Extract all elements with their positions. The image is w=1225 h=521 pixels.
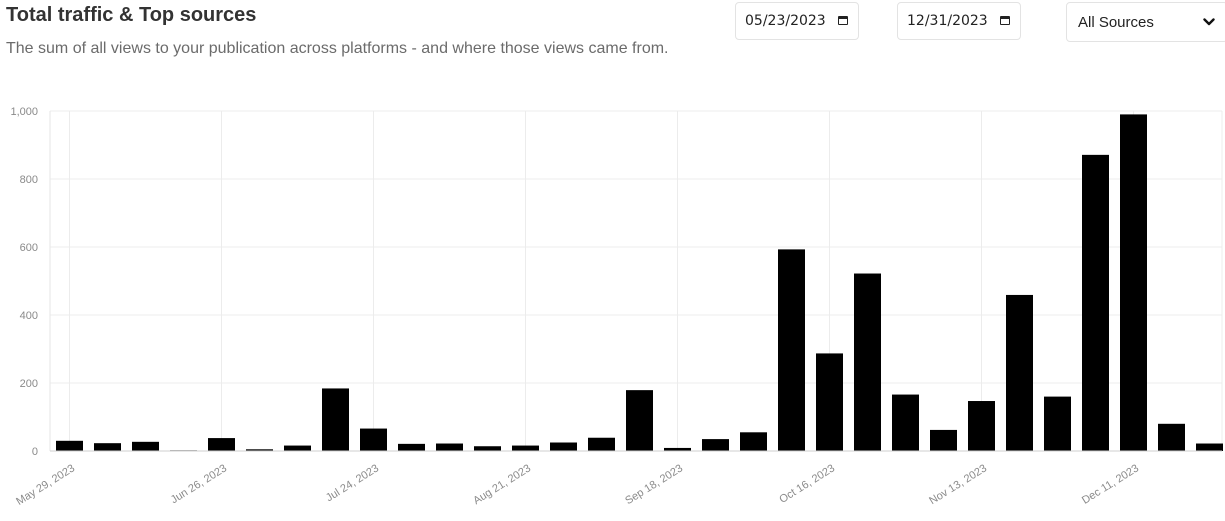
bar xyxy=(740,432,767,451)
y-tick-label: 400 xyxy=(20,310,38,322)
x-tick-label: Jul 24, 2023 xyxy=(324,462,381,504)
bar xyxy=(512,445,539,451)
bar xyxy=(1006,294,1033,451)
bar xyxy=(1082,154,1109,452)
end-date-value: 12/31/2023 xyxy=(907,13,988,29)
bar xyxy=(626,390,653,451)
bar xyxy=(284,445,311,451)
source-select-value: All Sources xyxy=(1078,13,1154,31)
source-select[interactable]: All Sources xyxy=(1066,2,1225,42)
bar xyxy=(474,446,501,451)
bar xyxy=(664,447,691,451)
bar xyxy=(132,441,159,451)
bar xyxy=(702,439,729,451)
y-tick-label: 200 xyxy=(20,378,38,390)
x-tick-label: May 29, 2023 xyxy=(14,462,77,507)
bar xyxy=(398,443,425,451)
bar xyxy=(1158,423,1185,451)
bar xyxy=(588,437,615,451)
bar xyxy=(94,443,121,451)
x-tick-label: Oct 16, 2023 xyxy=(777,462,837,506)
start-date-value: 05/23/2023 xyxy=(745,13,826,29)
end-date-input[interactable]: 12/31/2023 xyxy=(897,2,1021,40)
bar xyxy=(1120,114,1147,452)
y-tick-label: 800 xyxy=(20,174,38,186)
y-tick-label: 600 xyxy=(20,242,38,254)
chevron-down-icon xyxy=(1203,18,1215,26)
bar xyxy=(968,401,995,451)
x-tick-label: Dec 11, 2023 xyxy=(1080,462,1141,506)
x-tick-label: Jun 26, 2023 xyxy=(169,462,229,506)
bar xyxy=(1196,443,1223,451)
calendar-icon[interactable] xyxy=(1000,16,1010,25)
bar xyxy=(892,394,919,451)
bar xyxy=(816,353,843,451)
chart-subtitle: The sum of all views to your publication… xyxy=(6,40,669,57)
calendar-icon[interactable] xyxy=(838,16,848,25)
x-tick-label: Aug 21, 2023 xyxy=(471,462,533,507)
bar xyxy=(360,428,387,451)
y-tick-label: 1,000 xyxy=(10,106,38,118)
bar xyxy=(436,443,463,451)
bar xyxy=(56,440,83,451)
bar xyxy=(930,429,957,451)
chart-title: Total traffic & Top sources xyxy=(6,4,257,26)
bar xyxy=(246,449,273,451)
bar xyxy=(1044,396,1071,451)
y-tick-label: 0 xyxy=(32,446,38,458)
x-tick-label: Sep 18, 2023 xyxy=(623,462,685,507)
bar xyxy=(778,249,805,451)
bar xyxy=(550,442,577,451)
x-tick-label: Nov 13, 2023 xyxy=(927,462,989,507)
bar xyxy=(854,273,881,451)
start-date-input[interactable]: 05/23/2023 xyxy=(735,2,859,40)
bar xyxy=(208,438,235,451)
bar xyxy=(322,388,349,451)
